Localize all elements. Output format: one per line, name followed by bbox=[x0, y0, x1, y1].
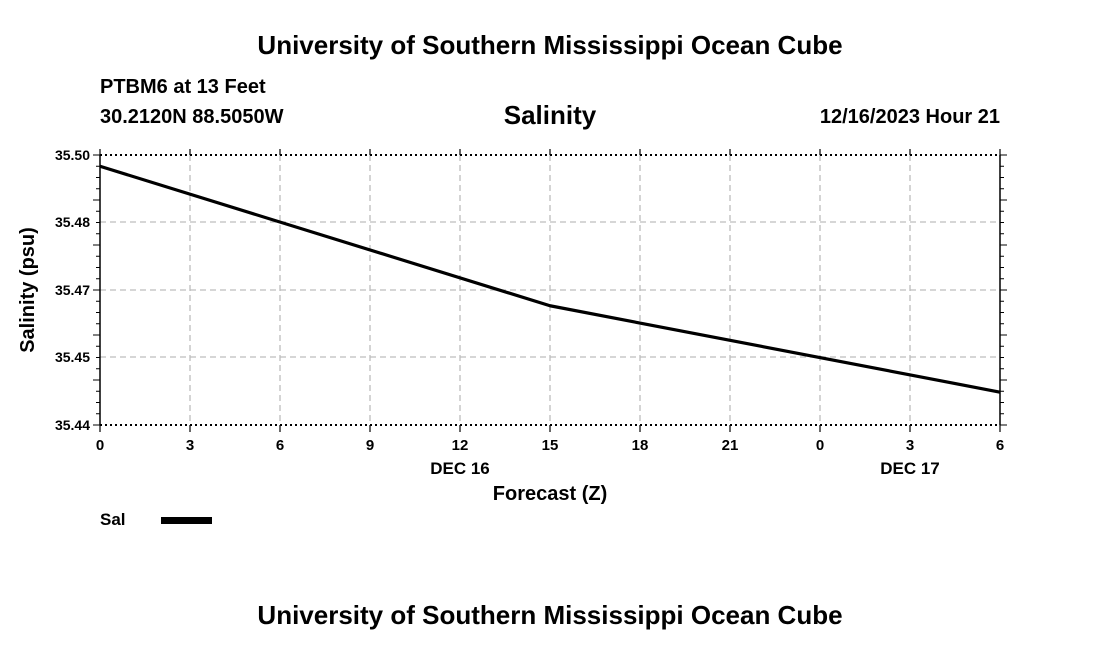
x-tick-label: 18 bbox=[632, 437, 649, 454]
x-tick-label: 6 bbox=[276, 437, 284, 454]
x-tick-label: 15 bbox=[542, 437, 559, 454]
x-tick-label: 3 bbox=[906, 437, 914, 454]
legend-swatch-sal bbox=[161, 517, 212, 524]
x-date-label: DEC 16 bbox=[430, 459, 490, 478]
y-tick-label: 35.45 bbox=[55, 349, 90, 365]
x-tick-label: 12 bbox=[452, 437, 469, 454]
coordinates-label: 30.2120N 88.5050W bbox=[100, 106, 284, 128]
y-axis-label: Salinity (psu) bbox=[17, 227, 39, 353]
y-tick-label: 35.48 bbox=[55, 214, 90, 230]
axis-layer bbox=[93, 149, 1007, 432]
series-line-sal bbox=[99, 164, 1001, 394]
footer-title: University of Southern Mississippi Ocean… bbox=[257, 600, 843, 630]
x-tick-label: 6 bbox=[996, 437, 1004, 454]
legend-label-sal: Sal bbox=[100, 510, 126, 529]
x-tick-label: 21 bbox=[722, 437, 739, 454]
x-tick-label: 9 bbox=[366, 437, 374, 454]
chart-title: Salinity bbox=[503, 100, 597, 130]
y-tick-label: 35.50 bbox=[55, 147, 90, 163]
page-title: University of Southern Mississippi Ocean… bbox=[257, 30, 843, 60]
x-axis-label: Forecast (Z) bbox=[493, 483, 607, 505]
x-date-label: DEC 17 bbox=[880, 459, 940, 478]
grid-layer bbox=[100, 154, 1000, 426]
x-tick-label: 0 bbox=[816, 437, 824, 454]
x-tick-label: 0 bbox=[96, 437, 104, 454]
timestamp-label: 12/16/2023 Hour 21 bbox=[819, 106, 1000, 128]
y-tick-label: 35.47 bbox=[55, 282, 90, 298]
series-layer bbox=[99, 164, 1001, 394]
y-tick-label: 35.44 bbox=[55, 417, 90, 433]
x-tick-label: 3 bbox=[186, 437, 194, 454]
label-layer: 0 3 6 9 12 15 18 21 0 3 6 DEC 16 DEC 17 35.50 35.48 35.… bbox=[17, 147, 1004, 505]
station-label: PTBM6 at 13 Feet bbox=[100, 76, 266, 98]
